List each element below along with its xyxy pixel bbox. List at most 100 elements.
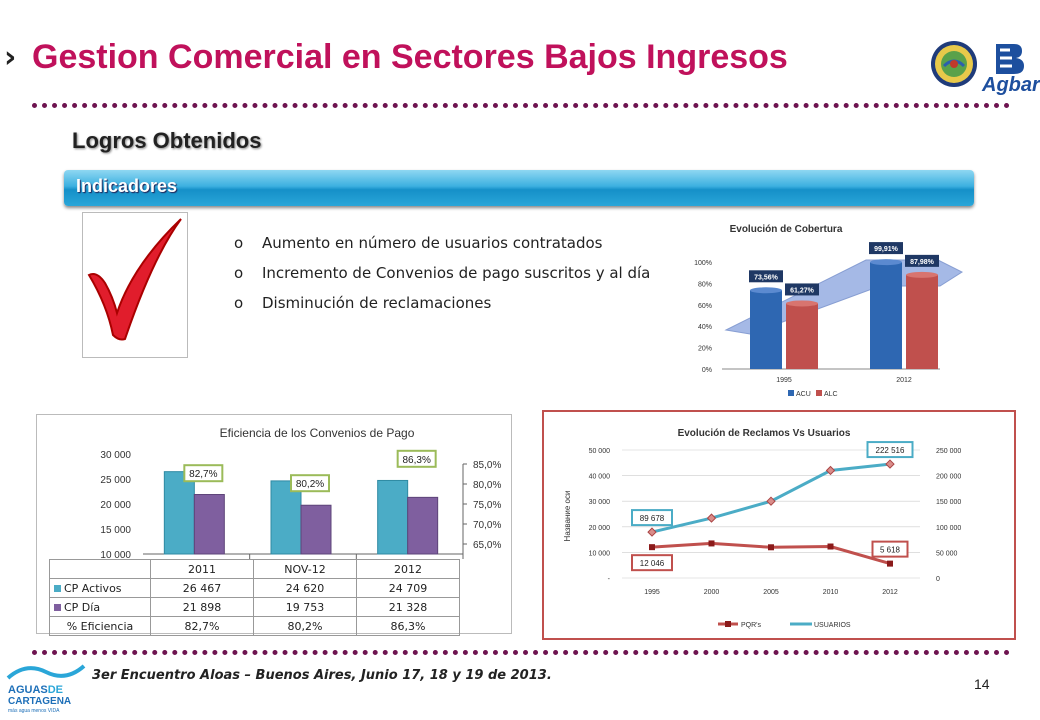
page-number: 14 (974, 676, 990, 692)
legend-swatch (816, 390, 822, 396)
logo-text: CARTAGENA (8, 696, 72, 707)
y-tick-label-right: 75,0% (473, 500, 501, 511)
bullet-list: o Aumento en número de usuarios contratad… (234, 228, 664, 318)
y-tick-label: 40% (698, 324, 712, 331)
point-usuarios (706, 513, 717, 523)
annotation-box (871, 540, 909, 558)
table-cell: 86,3% (356, 616, 460, 636)
efficiency-chart-svg: Eficiencia de los Convenios de Pago 30 00… (100, 426, 501, 559)
y-tick-label-left: 20 000 (589, 525, 611, 532)
y-tick-label-left: 40 000 (589, 474, 611, 481)
x-tick-label: 2010 (823, 589, 839, 596)
chart-title: Eficiencia de los Convenios de Pago (220, 426, 415, 440)
bar-acu-1995 (750, 290, 782, 369)
annotation-box (866, 441, 914, 459)
logo-tagline: más agua menos VIDA (8, 708, 60, 714)
data-label-bg (749, 270, 783, 283)
x-tick-label: 2012 (882, 589, 898, 596)
data-label-bg (905, 254, 939, 267)
efficiency-label: 82,7% (189, 469, 217, 480)
y-tick-label-right: 150 000 (936, 499, 961, 506)
y-tick-label-left: 10 000 (100, 550, 131, 559)
y-tick-label-right: 70,0% (473, 520, 501, 531)
cartagena-seal-logo (930, 40, 978, 88)
y-tick-label: 100% (694, 260, 712, 267)
bar-cap (906, 271, 938, 278)
y-tick-label-left: 30 000 (589, 499, 611, 506)
checkmark-icon (82, 212, 188, 358)
footer-text: 3er Encuentro Aloas – Buenos Aires, Juni… (92, 668, 552, 683)
point-usuarios (885, 459, 895, 469)
annotation-box (631, 554, 673, 572)
bullet-item: o Disminución de reclamaciones (234, 294, 492, 312)
data-label: 73,56% (754, 274, 779, 281)
legend-swatch (788, 390, 794, 396)
y-tick-label: 60% (698, 303, 712, 310)
data-label-bg (869, 242, 903, 255)
table-cell: 21 898 (150, 597, 254, 617)
efficiency-label-box (183, 464, 224, 483)
table-header-cell (49, 559, 151, 579)
coverage-chart: Evolución de Cobertura 100% 80% 60% 40% 20% 0%… (670, 212, 970, 408)
y-axis-title: Название оси (563, 491, 572, 542)
x-tick-label: 2005 (763, 589, 779, 596)
agbar-wordmark: Agbar (982, 74, 1040, 96)
y-tick-label-right: 65,0% (473, 540, 501, 551)
data-label: 99,91% (874, 246, 899, 253)
annotation-label: 89 678 (640, 514, 665, 523)
bar-cp-activos (163, 471, 195, 555)
bar-cap (870, 259, 902, 266)
bullet-item: o Aumento en número de usuarios contratad… (234, 234, 603, 252)
table-row: % Eficiencia 82,7% 80,2% 86,3% (49, 616, 460, 636)
annotation-box (631, 509, 673, 527)
point-pqrs (768, 544, 774, 551)
x-tick-label: 1995 (776, 377, 792, 384)
table-cell: 82,7% (150, 616, 254, 636)
point-pqrs (649, 544, 655, 551)
bar-cp-dia (193, 494, 225, 555)
y-tick-label-left: 30 000 (100, 450, 131, 461)
aguas-de-cartagena-logo: AGUASDE CARTAGENA más agua menos VIDA (6, 660, 86, 716)
bar-cap (786, 300, 818, 307)
chevron-right-icon: › (4, 40, 17, 75)
chart-title: Evolución de Cobertura (730, 224, 843, 235)
chart-title: Evolución de Reclamos Vs Usuarios (678, 428, 851, 439)
annotation-label: 5 618 (880, 546, 901, 555)
y-tick-label: 20% (698, 346, 712, 353)
bar-alc-2012 (906, 274, 938, 369)
table-row: CP Activos 26 467 24 620 24 709 (49, 578, 460, 598)
section-subtitle: Logros Obtenidos (72, 128, 262, 153)
table-header-cell: NOV-12 (253, 559, 357, 579)
bar-cp-activos (270, 480, 302, 555)
y-tick-label-left: 20 000 (100, 500, 131, 511)
point-pqrs (887, 560, 893, 567)
y-tick-label-left: 50 000 (589, 448, 611, 455)
x-tick-label: 1995 (644, 589, 660, 596)
data-label: 87,98% (910, 259, 935, 266)
efficiency-chart-panel: Eficiencia de los Convenios de Pago 30 00… (36, 414, 512, 636)
data-label-bg (785, 283, 819, 296)
bar-cp-activos (377, 479, 409, 555)
bar-alc-1995 (786, 303, 818, 369)
coverage-chart-svg: Evolución de Cobertura 100% 80% 60% 40% 20% 0%… (694, 224, 964, 398)
legend-label: ALC (824, 391, 838, 398)
annotation-label: 222 516 (876, 446, 905, 455)
y-tick-label-right: 250 000 (936, 448, 961, 455)
table-row: CP Día 21 898 19 753 21 328 (49, 597, 460, 617)
point-pqrs (827, 543, 834, 550)
bar-cap (750, 287, 782, 294)
table-cell: 19 753 (253, 597, 357, 617)
table-header-cell: 2012 (356, 559, 460, 579)
title-divider (32, 103, 1010, 108)
legend-label: USUARIOS (814, 622, 851, 629)
table-cell: 80,2% (253, 616, 357, 636)
y-tick-label-right: 80,0% (473, 480, 501, 491)
efficiency-label-box (396, 449, 437, 468)
point-usuarios (825, 465, 836, 476)
legend-label: PQR's (741, 622, 762, 629)
table-row: 2011 NOV-12 2012 (49, 559, 460, 579)
series-label: CP Día (49, 597, 151, 617)
series-label: % Eficiencia (49, 616, 151, 636)
y-tick-label: 80% (698, 281, 712, 288)
banner-label: Indicadores (76, 176, 178, 196)
